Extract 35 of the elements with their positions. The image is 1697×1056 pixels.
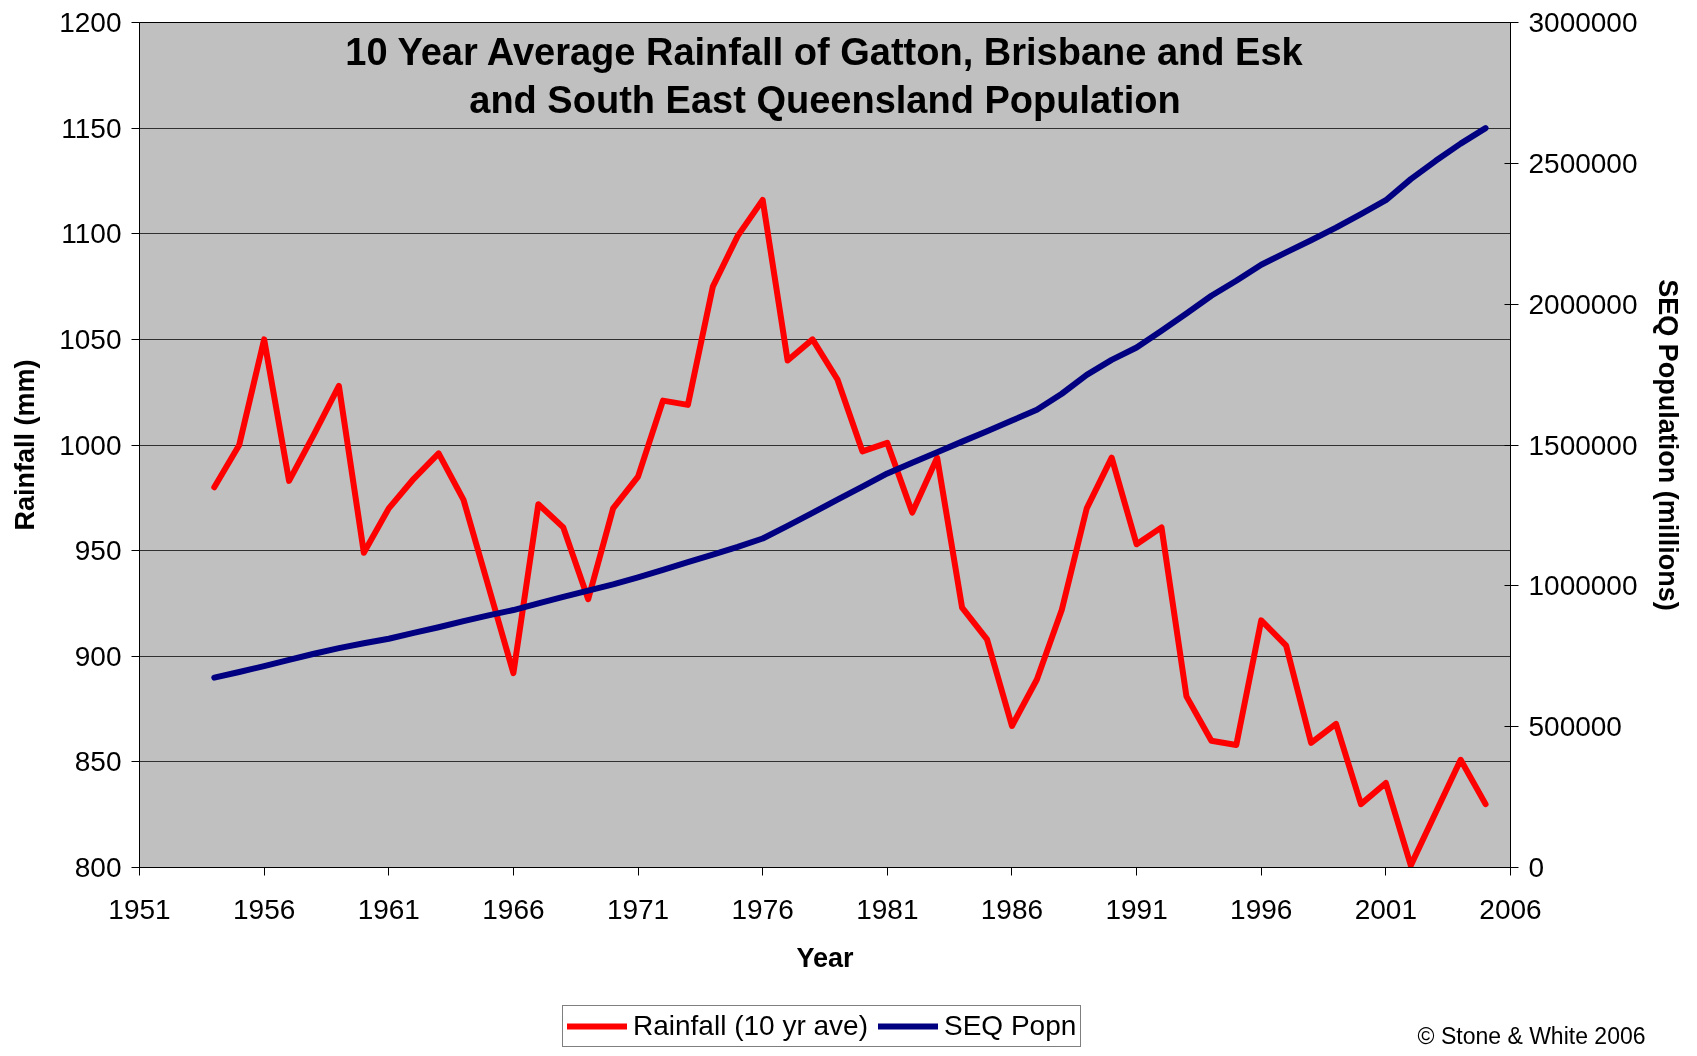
x-tick-label: 1991: [1105, 893, 1168, 925]
text: © Stone & White 2006: [1417, 1022, 1646, 1049]
text: 10 Year Average Rainfall of Gatton, Brisbane and Esk and South East Queensland Population: [345, 30, 1304, 121]
x-tick-label: 1996: [1230, 893, 1293, 925]
x-tick-label: 1981: [856, 893, 919, 925]
x-tick-label: 1971: [606, 893, 670, 925]
y-axis-title: Rainfall (mm): [10, 359, 41, 531]
legend-label: Rainfall (10 yr ave): [633, 1010, 868, 1042]
y-tick-label: 1000: [59, 429, 122, 461]
y2-tick-label: 2000000: [1528, 288, 1638, 320]
x-tick-label: 1976: [731, 893, 794, 925]
y2-tick-label: 1500000: [1528, 429, 1638, 461]
x-tick-label: 1966: [482, 893, 545, 925]
y-tick-label: 800: [74, 852, 122, 883]
x-tick-label: 2001: [1354, 893, 1418, 925]
y2-tick-label: 0: [1528, 852, 1545, 883]
y-tick-label: 950: [74, 535, 122, 567]
y2-axis-title: SEQ Population (millions): [1652, 279, 1683, 611]
y-tick-label: 850: [74, 746, 122, 778]
x-tick-label: 2006: [1479, 893, 1542, 925]
y-tick-label: 900: [74, 640, 122, 672]
x-axis-title: Year: [796, 942, 855, 973]
y2-tick-label: 2500000: [1528, 147, 1638, 179]
y2-tick-label: 1000000: [1528, 570, 1638, 602]
y2-tick-label: 3000000: [1528, 7, 1638, 38]
y-tick-label: 1100: [61, 218, 122, 250]
y-tick-label: 1150: [61, 112, 122, 144]
x-tick-label: 1961: [357, 893, 420, 925]
y-tick-label: 1200: [59, 7, 122, 38]
x-tick-label: 1956: [232, 893, 296, 925]
y-tick-label: 1050: [59, 323, 122, 355]
y2-tick-label: 500000: [1528, 711, 1622, 743]
legend-label: SEQ Popn: [943, 1010, 1077, 1042]
x-tick-label: 1951: [108, 893, 171, 925]
x-tick-label: 1986: [980, 893, 1044, 925]
